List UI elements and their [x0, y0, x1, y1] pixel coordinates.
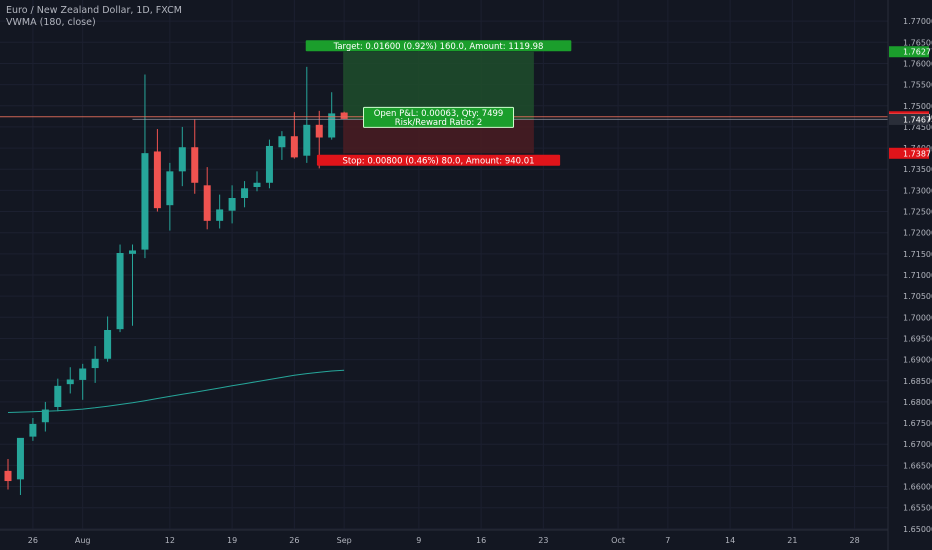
y-tick-label: 1.76500 — [903, 38, 932, 47]
y-tick-label: 1.70500 — [903, 292, 932, 301]
price-tag: 1.76277 — [903, 48, 932, 57]
target-label: Target: 0.01600 (0.92%) 160.0, Amount: 1… — [333, 42, 544, 52]
target-label-bg — [305, 40, 572, 52]
position-labels[interactable]: Target: 0.01600 (0.92%) 160.0, Amount: 1… — [305, 40, 572, 166]
candle-body — [303, 124, 311, 156]
y-tick-label: 1.67000 — [903, 440, 932, 449]
candle-body — [79, 368, 87, 380]
candle-body — [91, 358, 99, 369]
stop-label-bg — [316, 154, 561, 166]
y-tick-label: 1.67500 — [903, 419, 932, 428]
position-zones[interactable] — [343, 51, 534, 154]
x-tick-label: 21 — [787, 536, 797, 545]
x-tick-label: 7 — [665, 536, 670, 545]
y-tick-label: 1.73000 — [903, 186, 932, 195]
x-tick-label: 26 — [28, 536, 38, 545]
candle-body — [116, 253, 124, 330]
x-tick-label: 12 — [165, 536, 175, 545]
candle-body — [29, 423, 37, 437]
y-tick-label: 1.72500 — [903, 208, 932, 217]
pnl-box — [363, 106, 515, 128]
y-tick-label: 1.71000 — [903, 271, 932, 280]
y-tick-label: 1.75500 — [903, 81, 932, 90]
price-tag: 1.74677 — [903, 115, 932, 124]
symbol-title[interactable]: Euro / New Zealand Dollar, 1D, FXCM — [6, 5, 182, 16]
y-tick-label: 1.72000 — [903, 229, 932, 238]
candle-body — [129, 250, 136, 254]
y-tick-label: 1.65500 — [903, 504, 932, 513]
y-tick-label: 1.73500 — [903, 165, 932, 174]
x-tick-label: 28 — [850, 536, 860, 545]
x-tick-label: Sep — [337, 536, 352, 545]
candle-body — [265, 145, 273, 183]
candle-body — [328, 113, 336, 138]
candles — [4, 66, 348, 495]
x-tick-label: 23 — [538, 536, 548, 545]
candle-body — [191, 147, 199, 183]
candle-body — [241, 188, 249, 198]
vwma-line — [7, 369, 345, 413]
y-tick-label: 1.66000 — [903, 483, 932, 492]
candle-body — [278, 136, 286, 148]
y-tick-label: 1.74500 — [903, 123, 932, 132]
candle-body — [178, 147, 186, 172]
y-tick-label: 1.69000 — [903, 356, 932, 365]
price-tag-bg — [889, 46, 929, 58]
x-tick-label: 9 — [416, 536, 421, 545]
stop-label: Stop: 0.00800 (0.46%) 80.0, Amount: 940.… — [342, 156, 534, 166]
x-tick-label: Aug — [75, 536, 91, 545]
y-tick-label: 1.65000 — [903, 525, 932, 534]
candle-body — [253, 182, 261, 187]
candle-body — [41, 409, 49, 423]
price-tag-bg — [889, 147, 929, 159]
candle-body — [54, 385, 62, 407]
rr-label: Risk/Reward Ratio: 2 — [395, 118, 483, 128]
candle-body — [141, 153, 149, 250]
x-tick-label: 26 — [289, 536, 299, 545]
x-tick-label: Oct — [611, 536, 625, 545]
x-tick-label: 14 — [725, 536, 735, 545]
pnl-label: Open P&L: 0.00063, Qty: 7499 — [374, 109, 504, 119]
y-tick-label: 1.66500 — [903, 461, 932, 470]
vwma-series — [7, 369, 345, 413]
x-tick-label: 16 — [476, 536, 486, 545]
price-tag: 1.73877 — [903, 149, 932, 158]
candle-body — [104, 330, 112, 359]
y-tick-label: 1.75000 — [903, 102, 932, 111]
indicator-title[interactable]: VWMA (180, close) — [6, 17, 96, 28]
y-tick-label: 1.76000 — [903, 59, 932, 68]
x-tick-label: 19 — [227, 536, 237, 545]
candle-body — [66, 379, 74, 385]
grid — [0, 0, 888, 530]
candle-body — [166, 171, 174, 206]
candle-body — [153, 151, 161, 209]
y-tick-label: 1.69500 — [903, 334, 932, 343]
candle-body — [228, 198, 236, 211]
candle-body — [315, 124, 323, 138]
y-tick-label: 1.70000 — [903, 313, 932, 322]
y-tick-label: 1.68000 — [903, 398, 932, 407]
candle-body — [290, 136, 298, 158]
price-tag-bg — [889, 113, 929, 125]
y-tick-label: 1.77000 — [903, 17, 932, 26]
candle-body — [340, 112, 348, 119]
candle-body — [203, 185, 211, 221]
y-tick-label: 1.71500 — [903, 250, 932, 259]
candle-body — [16, 437, 24, 480]
y-tick-label: 1.68500 — [903, 377, 932, 386]
candle-body — [4, 470, 12, 482]
candle-body — [216, 209, 224, 221]
